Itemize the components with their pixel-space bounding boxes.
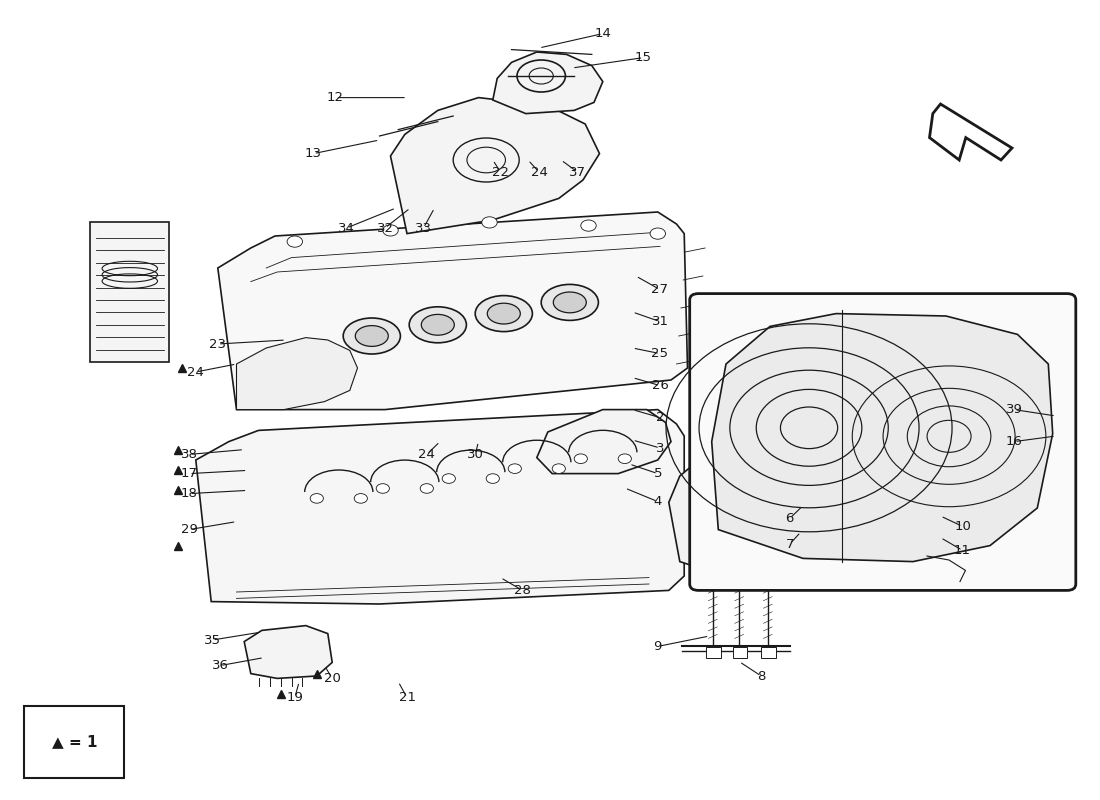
Circle shape [508, 464, 521, 474]
Circle shape [287, 236, 303, 247]
Ellipse shape [343, 318, 400, 354]
Circle shape [354, 494, 367, 503]
Text: 32: 32 [376, 222, 394, 234]
Polygon shape [493, 52, 603, 114]
Circle shape [310, 494, 323, 503]
Text: 10: 10 [954, 520, 971, 533]
Text: 24: 24 [187, 366, 205, 378]
Text: 19: 19 [286, 691, 304, 704]
Text: 20: 20 [323, 672, 341, 685]
Circle shape [486, 474, 499, 483]
Ellipse shape [421, 314, 454, 335]
Circle shape [442, 474, 455, 483]
Text: 6: 6 [785, 512, 794, 525]
Text: 29: 29 [180, 523, 198, 536]
Polygon shape [930, 104, 1012, 160]
Text: 11: 11 [954, 544, 971, 557]
Ellipse shape [409, 306, 466, 342]
Ellipse shape [475, 296, 532, 331]
Text: 16: 16 [1005, 435, 1023, 448]
Text: 25: 25 [651, 347, 669, 360]
Text: 22: 22 [492, 166, 509, 178]
Text: 24: 24 [418, 448, 436, 461]
Text: 17: 17 [180, 467, 198, 480]
Polygon shape [196, 410, 684, 604]
Polygon shape [878, 478, 988, 564]
Text: 35: 35 [204, 634, 221, 646]
Text: 23: 23 [209, 338, 227, 350]
Text: 34: 34 [338, 222, 355, 234]
Text: 15: 15 [635, 51, 652, 64]
Bar [761, 647, 776, 658]
Text: 4: 4 [653, 495, 662, 508]
Text: 28: 28 [514, 584, 531, 597]
Text: 9: 9 [653, 640, 662, 653]
Text: 21: 21 [398, 691, 416, 704]
Text: 7: 7 [785, 538, 794, 550]
Text: 31: 31 [651, 315, 669, 328]
Text: ▲ = 1: ▲ = 1 [52, 734, 97, 750]
Text: 36: 36 [211, 659, 229, 672]
Text: 39: 39 [1005, 403, 1023, 416]
Text: 38: 38 [180, 448, 198, 461]
Polygon shape [244, 626, 332, 678]
Circle shape [574, 454, 587, 463]
Circle shape [376, 484, 389, 494]
Text: 33: 33 [415, 222, 432, 234]
Polygon shape [390, 98, 600, 234]
Text: 24: 24 [530, 166, 548, 178]
Text: 8: 8 [757, 670, 766, 682]
Circle shape [482, 217, 497, 228]
Polygon shape [218, 212, 688, 410]
Circle shape [917, 507, 948, 530]
Text: 14: 14 [594, 27, 612, 40]
Circle shape [383, 225, 398, 236]
Ellipse shape [487, 303, 520, 324]
Bar [90, 222, 169, 362]
Text: 30: 30 [466, 448, 484, 461]
Text: 37: 37 [569, 166, 586, 178]
Circle shape [552, 464, 565, 474]
Ellipse shape [553, 292, 586, 313]
Text: 3: 3 [656, 442, 664, 454]
Text: 13: 13 [305, 147, 322, 160]
Text: 27: 27 [651, 283, 669, 296]
Text: 18: 18 [180, 487, 198, 500]
Circle shape [420, 484, 433, 494]
Text: 5: 5 [653, 467, 662, 480]
Circle shape [650, 228, 666, 239]
Polygon shape [236, 338, 358, 410]
Polygon shape [712, 314, 1053, 562]
Polygon shape [537, 410, 671, 474]
Bar [733, 647, 747, 658]
Ellipse shape [355, 326, 388, 346]
Ellipse shape [541, 284, 598, 320]
Text: 26: 26 [651, 379, 669, 392]
Bar [706, 647, 721, 658]
FancyBboxPatch shape [690, 294, 1076, 590]
Text: 2: 2 [656, 411, 664, 424]
Circle shape [581, 220, 596, 231]
Text: 12: 12 [327, 91, 344, 104]
Circle shape [618, 454, 631, 463]
Polygon shape [669, 448, 812, 578]
